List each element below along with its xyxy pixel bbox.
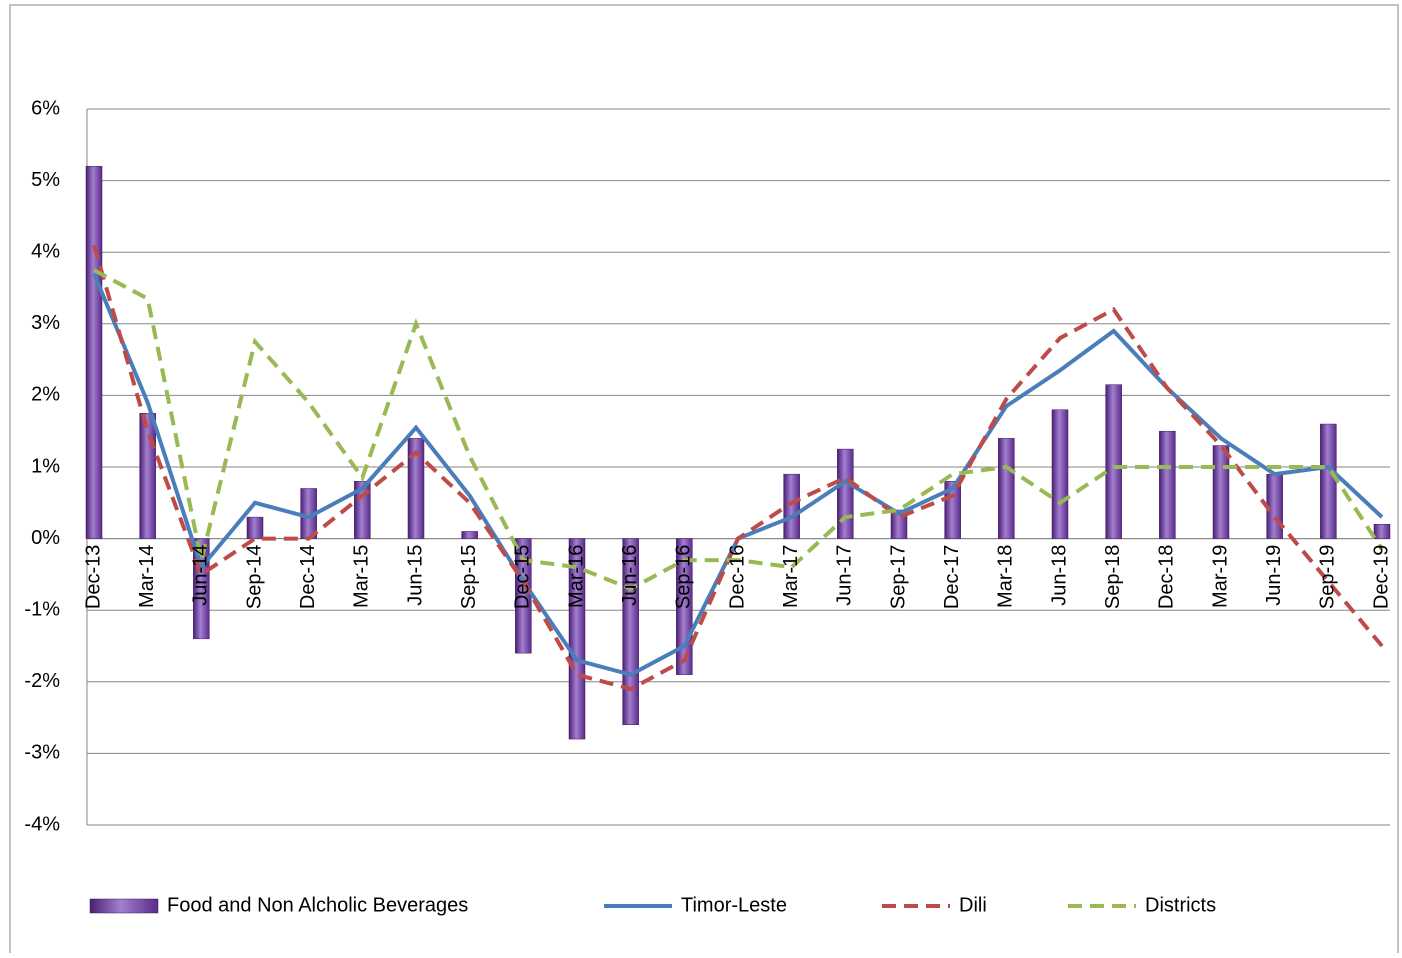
y-tick-label: 4% [31,240,60,262]
bar [1051,409,1069,539]
x-tick-label: Dec-19 [1370,545,1392,609]
x-tick-label: Sep-14 [243,545,265,610]
legend-label: Dili [959,894,987,916]
x-tick-label: Sep-15 [458,545,480,610]
legend-label: Districts [1145,894,1216,916]
y-tick-label: -2% [24,670,60,692]
x-tick-label: Dec-17 [941,545,963,609]
x-tick-label: Dec-18 [1156,545,1178,609]
x-tick-label: Sep-17 [887,545,909,610]
bar [1105,384,1122,539]
x-tick-label: Jun-15 [404,545,426,606]
bar [1373,524,1391,539]
bar [837,448,854,539]
bar [1320,423,1337,539]
x-tick-label: Dec-16 [726,545,748,609]
x-tick-label: Mar-17 [780,545,802,608]
x-tick-label: Jun-16 [619,545,641,606]
x-tick-label: Sep-16 [673,545,695,610]
bar [461,531,478,539]
y-tick-label: -4% [24,813,60,835]
x-tick-label: Mar-15 [351,545,373,608]
chart-border [9,4,1399,958]
bar [139,413,156,539]
x-tick-label: Jun-19 [1263,545,1285,606]
y-tick-label: 2% [31,384,60,406]
bar [85,166,103,539]
x-tick-label: Jun-18 [1048,545,1070,606]
bar [568,538,586,740]
bar [1159,430,1176,539]
bar [354,481,371,539]
bar [1212,445,1230,539]
x-tick-label: Sep-19 [1317,545,1339,610]
x-tick-label: Mar-14 [136,545,158,608]
x-tick-label: Dec-13 [82,545,104,609]
y-tick-label: -1% [24,598,60,620]
y-tick-label: 1% [31,455,60,477]
line [92,244,1384,692]
y-tick-label: 0% [31,527,60,549]
x-tick-label: Dec-14 [297,545,319,609]
line [93,268,1384,591]
y-tick-label: 5% [31,169,60,191]
legend-swatch [89,898,159,914]
x-tick-label: Dec-15 [512,545,534,609]
line [92,272,1384,677]
bar [998,438,1015,539]
x-tick-label: Sep-18 [1102,545,1124,610]
legend-label: Food and Non Alcholic Beverages [167,894,468,916]
bar [783,473,800,539]
y-tick-label: 6% [31,97,60,119]
x-tick-label: Mar-19 [1209,545,1231,608]
bar [246,516,264,539]
x-tick-label: Mar-18 [995,545,1017,608]
x-tick-label: Mar-16 [565,545,587,608]
legend-label: Timor-Leste [681,894,787,916]
x-tick-label: Jun-14 [190,545,212,606]
x-tick-label: Jun-17 [834,545,856,606]
bar [407,438,425,539]
y-tick-label: 3% [31,312,60,334]
y-tick-label: -3% [24,742,60,764]
